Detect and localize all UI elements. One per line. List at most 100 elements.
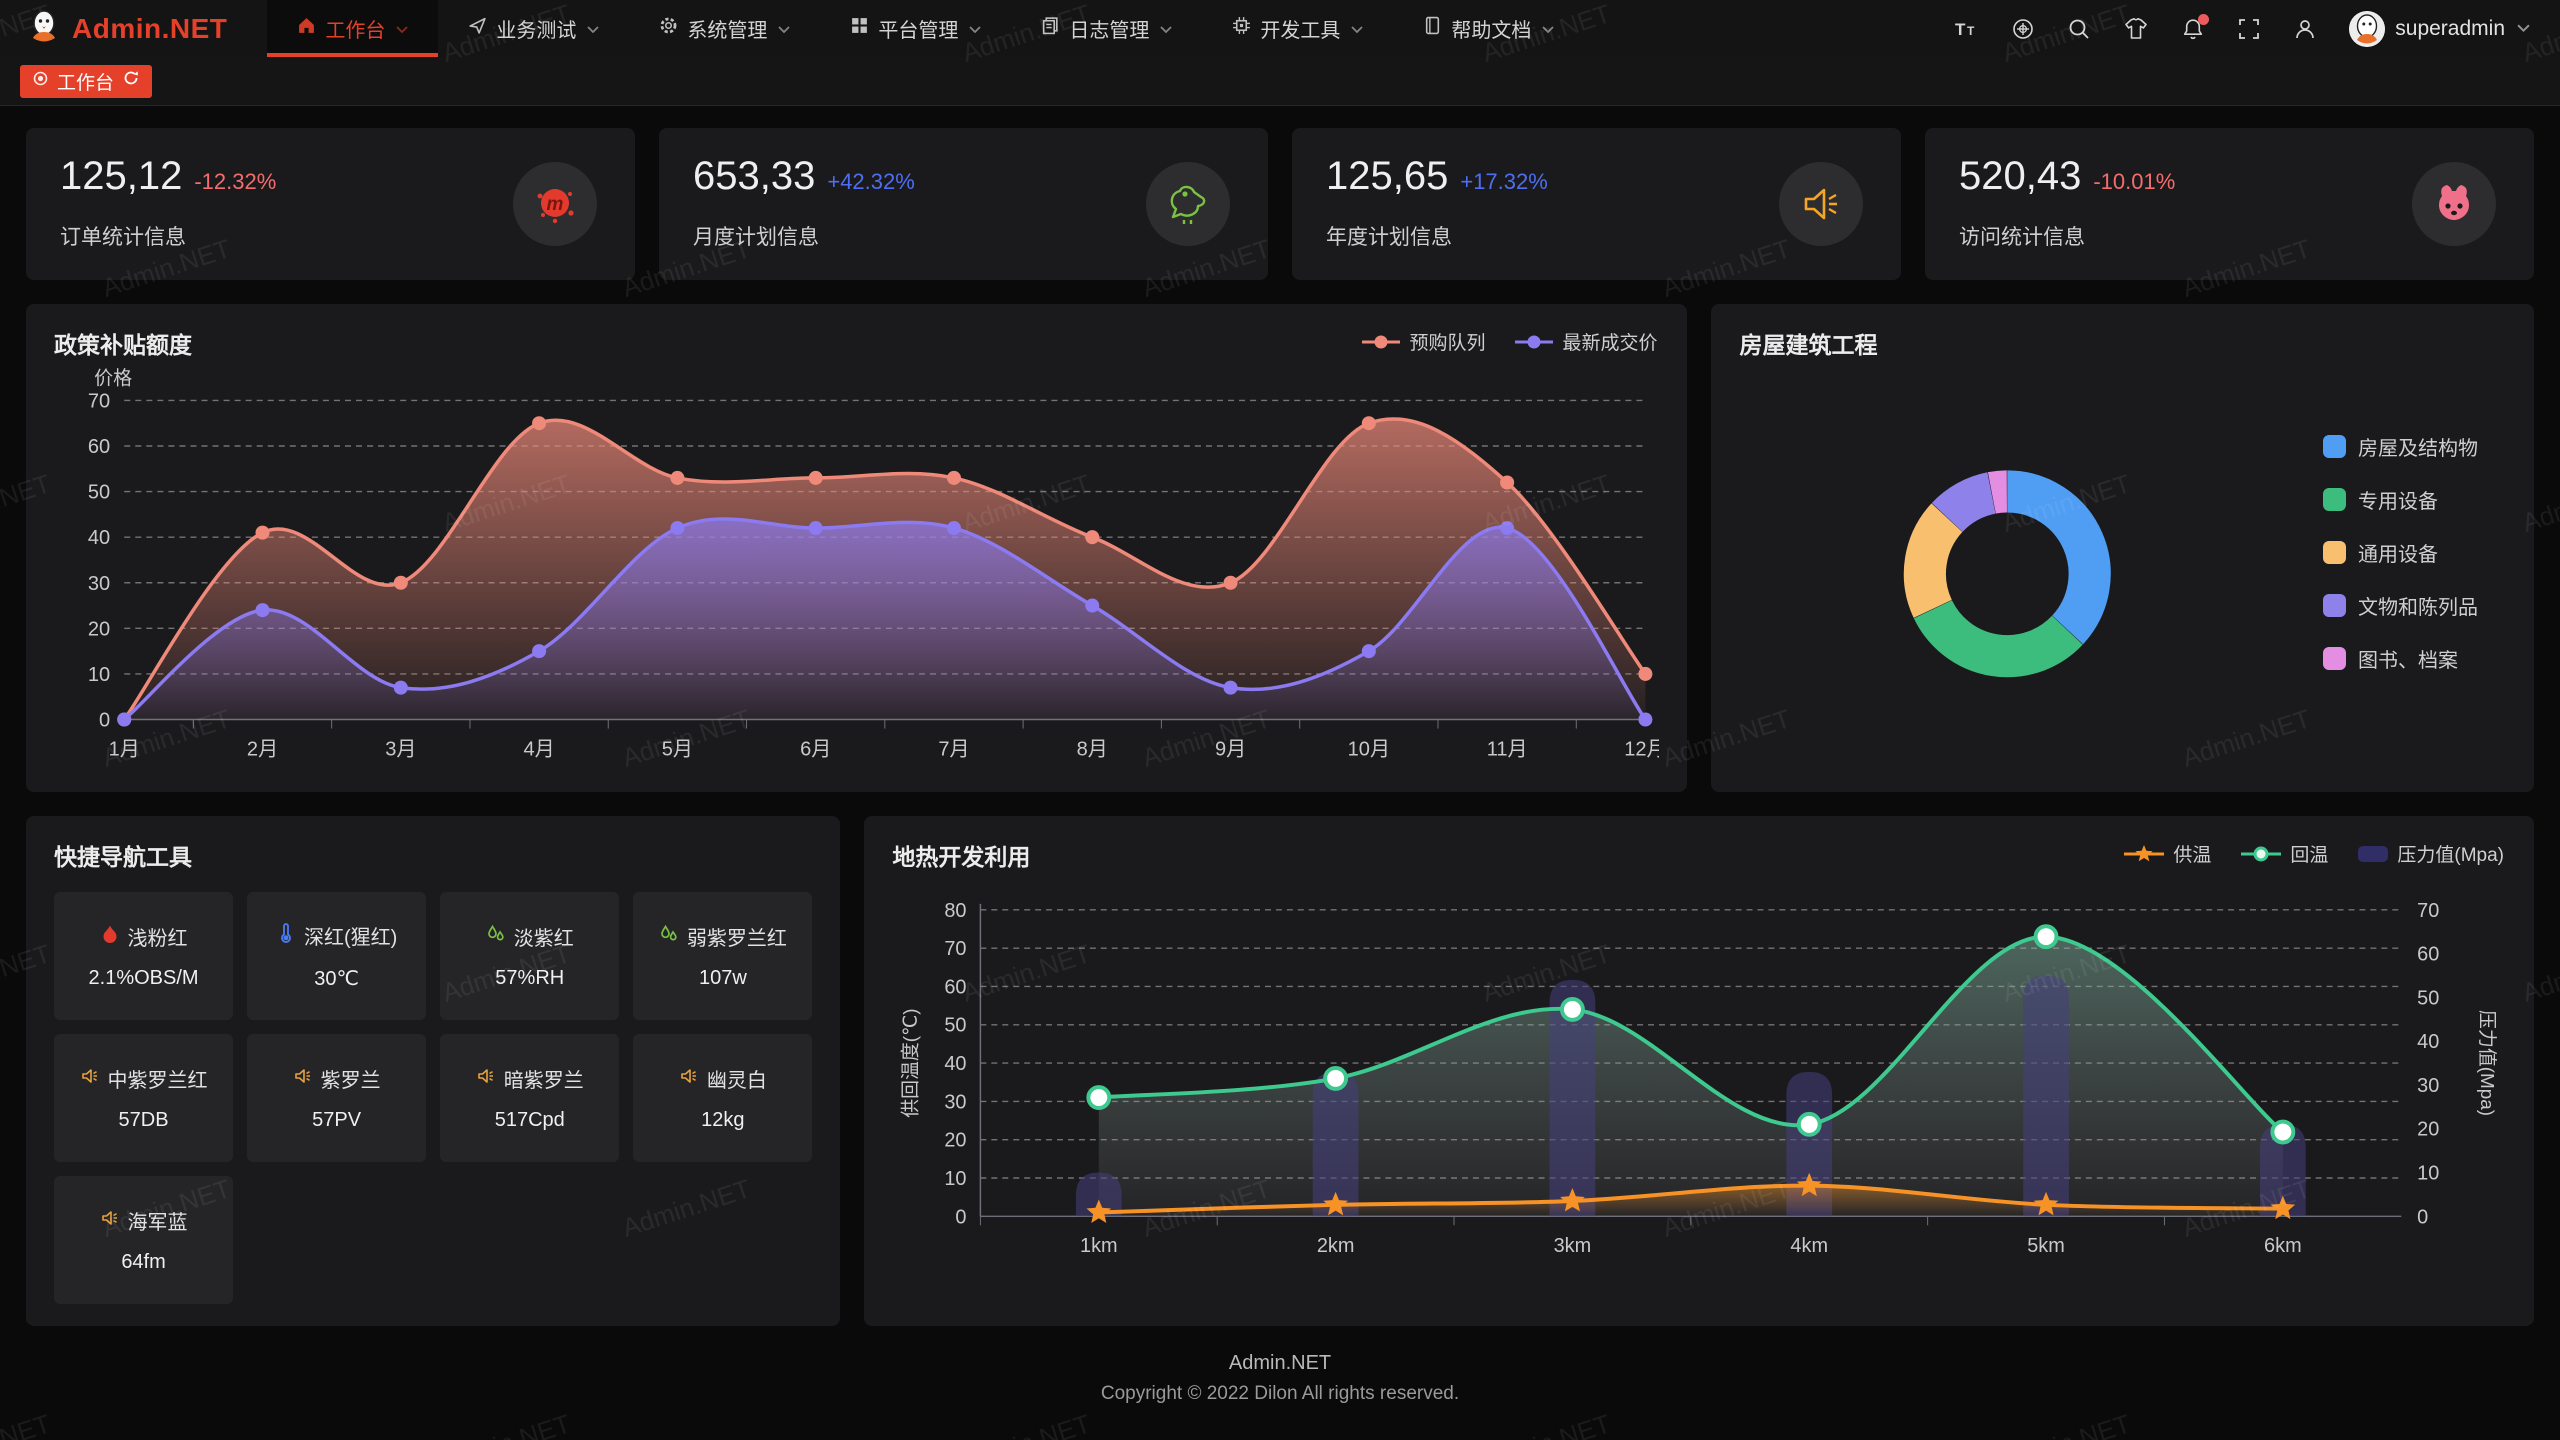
tab-bar: 工作台: [0, 57, 2560, 106]
username: superadmin: [2395, 16, 2505, 40]
legend-item-latest-price[interactable]: 最新成交价: [1515, 328, 1657, 355]
quick-nav-item[interactable]: 浅粉红 2.1%OBS/M: [54, 892, 234, 1020]
refresh-icon[interactable]: [123, 70, 139, 92]
quick-nav-card: 快捷导航工具 浅粉红 2.1%OBS/M 深红(猩红) 30℃ 淡紫红 57%R…: [26, 816, 841, 1326]
speaker-icon: [1779, 162, 1863, 246]
quick-nav-item[interactable]: 弱紫罗兰红 107w: [633, 892, 813, 1020]
legend-item-housing[interactable]: 房屋及结构物: [2322, 432, 2478, 461]
logo-penguin-icon: [26, 8, 62, 49]
quick-nav-item[interactable]: 幽灵白 12kg: [633, 1034, 813, 1162]
swatch-icon: [2322, 647, 2346, 670]
footer-app-name: Admin.NET: [1228, 1352, 1332, 1374]
star-marker-icon: [2124, 844, 2165, 861]
profile-icon[interactable]: [2293, 17, 2317, 41]
svg-text:m: m: [547, 194, 564, 215]
svg-text:5km: 5km: [2028, 1235, 2066, 1257]
chart-title: 房屋建筑工程: [1739, 332, 1878, 358]
speaker-icon: [679, 1066, 699, 1092]
svg-text:12月: 12月: [1624, 739, 1659, 761]
svg-text:60: 60: [2418, 944, 2440, 966]
legend-item-books[interactable]: 图书、档案: [2322, 644, 2478, 673]
menu-item-platform-mgmt[interactable]: 平台管理: [820, 0, 1011, 57]
chicken-icon: [1146, 162, 1230, 246]
chevron-down-icon: [396, 17, 409, 40]
svg-text:20: 20: [2418, 1119, 2440, 1141]
cat-icon: [2412, 162, 2496, 246]
stat-card-orders: 125,12 -12.32% 订单统计信息 m: [26, 128, 635, 280]
svg-text:价格: 价格: [94, 368, 132, 389]
notification-badge: [2198, 13, 2210, 25]
quick-nav-item[interactable]: 深红(猩红) 30℃: [247, 892, 427, 1020]
chevron-down-icon: [1351, 17, 1364, 40]
svg-text:8月: 8月: [1077, 739, 1108, 761]
svg-text:60: 60: [88, 436, 110, 458]
menu-item-workbench[interactable]: 工作台: [267, 0, 439, 57]
fullscreen-icon[interactable]: [2237, 17, 2261, 41]
chart-title: 地热开发利用: [892, 844, 1031, 870]
subsidy-legend: 预购队列 最新成交价: [1362, 328, 1657, 355]
meetup-icon: m: [513, 162, 597, 246]
app-logo[interactable]: Admin.NET: [0, 0, 267, 57]
svg-text:6月: 6月: [800, 739, 831, 761]
svg-text:80: 80: [945, 900, 967, 922]
legend-item-preorder[interactable]: 预购队列: [1362, 328, 1485, 355]
svg-text:0: 0: [2418, 1206, 2429, 1228]
legend-item-supply-temp[interactable]: 供温: [2124, 840, 2211, 867]
svg-text:50: 50: [88, 482, 110, 504]
svg-text:7月: 7月: [938, 739, 969, 761]
svg-text:1月: 1月: [109, 739, 140, 761]
humidity-icon: [486, 924, 506, 950]
svg-text:40: 40: [945, 1053, 967, 1075]
menu-item-business-test[interactable]: 业务测试: [438, 0, 629, 57]
svg-text:10月: 10月: [1348, 739, 1390, 761]
menu-item-log-mgmt[interactable]: 日志管理: [1011, 0, 1202, 57]
search-icon[interactable]: [2067, 17, 2091, 41]
tab-workbench[interactable]: 工作台: [20, 64, 153, 98]
svg-text:10: 10: [2418, 1162, 2440, 1184]
legend-item-return-temp[interactable]: 回温: [2241, 840, 2328, 867]
humidity-icon: [659, 924, 679, 950]
quick-nav-item[interactable]: 暗紫罗兰 517Cpd: [440, 1034, 620, 1162]
legend-item-special-equip[interactable]: 专用设备: [2322, 485, 2478, 514]
stat-row: 125,12 -12.32% 订单统计信息 m 653,33 +42.32% 月…: [26, 128, 2534, 280]
subsidy-chart-card: 政策补贴额度 预购队列 最新成交价 0 10 20 30 40 50 60 70 价格 1月 2月 3…: [26, 304, 1688, 792]
menu-item-help-docs[interactable]: 帮助文档: [1393, 0, 1584, 57]
menu-item-system-mgmt[interactable]: 系统管理: [629, 0, 820, 57]
speaker-icon: [100, 1208, 120, 1234]
stat-value: 125,65: [1326, 154, 1449, 198]
bottom-row: 快捷导航工具 浅粉红 2.1%OBS/M 深红(猩红) 30℃ 淡紫红 57%R…: [26, 816, 2534, 1326]
legend-item-pressure[interactable]: 压力值(Mpa): [2358, 840, 2504, 867]
svg-text:6km: 6km: [2264, 1235, 2302, 1257]
line-dot-marker-icon: [1362, 335, 1401, 348]
geothermal-legend: 供温 回温 压力值(Mpa): [2124, 840, 2504, 867]
footer: Admin.NET Copyright © 2022 Dilon All rig…: [26, 1352, 2534, 1419]
legend-item-relics[interactable]: 文物和陈列品: [2322, 591, 2478, 620]
menu-item-dev-tools[interactable]: 开发工具: [1202, 0, 1393, 57]
swatch-icon: [2322, 594, 2346, 617]
main-menu: 工作台 业务测试 系统管理 平台管理 日志管理 开发工具: [267, 0, 1584, 57]
stat-label: 访问统计信息: [1959, 226, 2085, 249]
chip-icon: [1232, 16, 1251, 41]
charts-row: 政策补贴额度 预购队列 最新成交价 0 10 20 30 40 50 60 70 价格 1月 2月 3…: [26, 304, 2534, 792]
svg-text:4月: 4月: [524, 739, 555, 761]
theme-shirt-icon[interactable]: [2123, 17, 2149, 41]
quick-nav-item[interactable]: 紫罗兰 57PV: [247, 1034, 427, 1162]
svg-text:10: 10: [88, 664, 110, 686]
legend-item-general-equip[interactable]: 通用设备: [2322, 538, 2478, 567]
quick-nav-item[interactable]: 海军蓝 64fm: [54, 1176, 234, 1304]
bar-marker-icon: [2358, 845, 2389, 862]
svg-text:5月: 5月: [662, 739, 693, 761]
notification-bell-icon[interactable]: [2181, 13, 2210, 41]
circle-marker-icon: [2241, 846, 2282, 861]
quick-nav-item[interactable]: 淡紫红 57%RH: [440, 892, 620, 1020]
user-menu[interactable]: superadmin: [2349, 10, 2530, 47]
radio-dot-icon: [33, 70, 48, 92]
stat-card-yearly-plan: 125,65 +17.32% 年度计划信息: [1292, 128, 1901, 280]
language-icon[interactable]: [2011, 17, 2035, 41]
stat-value: 125,12: [60, 154, 183, 198]
stat-label: 订单统计信息: [60, 226, 186, 249]
quick-nav-item[interactable]: 中紫罗兰红 57DB: [54, 1034, 234, 1162]
svg-text:30: 30: [88, 573, 110, 595]
